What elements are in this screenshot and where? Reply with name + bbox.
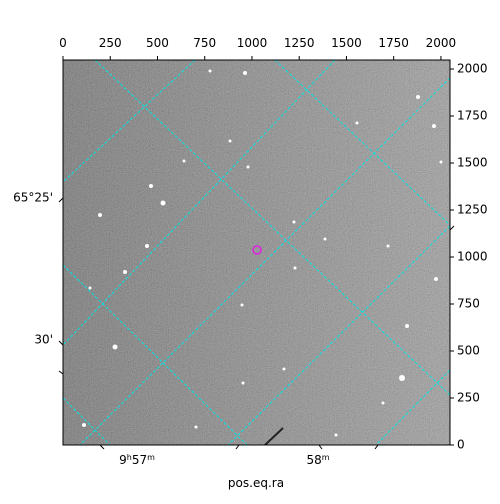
ra-value: 57 xyxy=(132,453,147,467)
y-tick-label: 1250 xyxy=(457,203,488,217)
ra-value: 9 xyxy=(119,453,127,467)
y-tick-label: 250 xyxy=(457,391,480,405)
ra-unit: m xyxy=(322,453,330,462)
wcs-ticks xyxy=(58,197,455,450)
x-tick-label: 0 xyxy=(59,36,67,50)
dec-label: 65°25' xyxy=(13,191,53,205)
y-tick-label: 1500 xyxy=(457,156,488,170)
ra-unit: m xyxy=(147,453,155,462)
x-tick-label: 1000 xyxy=(237,36,268,50)
x-tick-label: 1750 xyxy=(378,36,409,50)
x-tick-label: 1250 xyxy=(284,36,315,50)
y-tick-label: 0 xyxy=(457,438,465,452)
y-tick-label: 1750 xyxy=(457,109,488,123)
x-tick-label: 750 xyxy=(193,36,216,50)
y-tick-label: 750 xyxy=(457,297,480,311)
ra-value: 58 xyxy=(306,453,321,467)
dec-label: 30' xyxy=(34,333,53,347)
sky-image xyxy=(63,60,450,445)
y-tick-label: 1000 xyxy=(457,250,488,264)
frame xyxy=(62,59,451,446)
y-tick-label: 500 xyxy=(457,344,480,358)
x-tick-label: 1500 xyxy=(331,36,362,50)
x-tick-label: 250 xyxy=(99,36,122,50)
ra-label: 9h57m xyxy=(119,453,155,468)
y-tick-label: 2000 xyxy=(457,62,488,76)
x-axis-label: pos.eq.ra xyxy=(228,476,284,490)
x-tick-label: 500 xyxy=(146,36,169,50)
x-tick-label: 2000 xyxy=(426,36,457,50)
ra-label: 58m xyxy=(306,453,329,468)
ra-unit: h xyxy=(127,453,132,462)
